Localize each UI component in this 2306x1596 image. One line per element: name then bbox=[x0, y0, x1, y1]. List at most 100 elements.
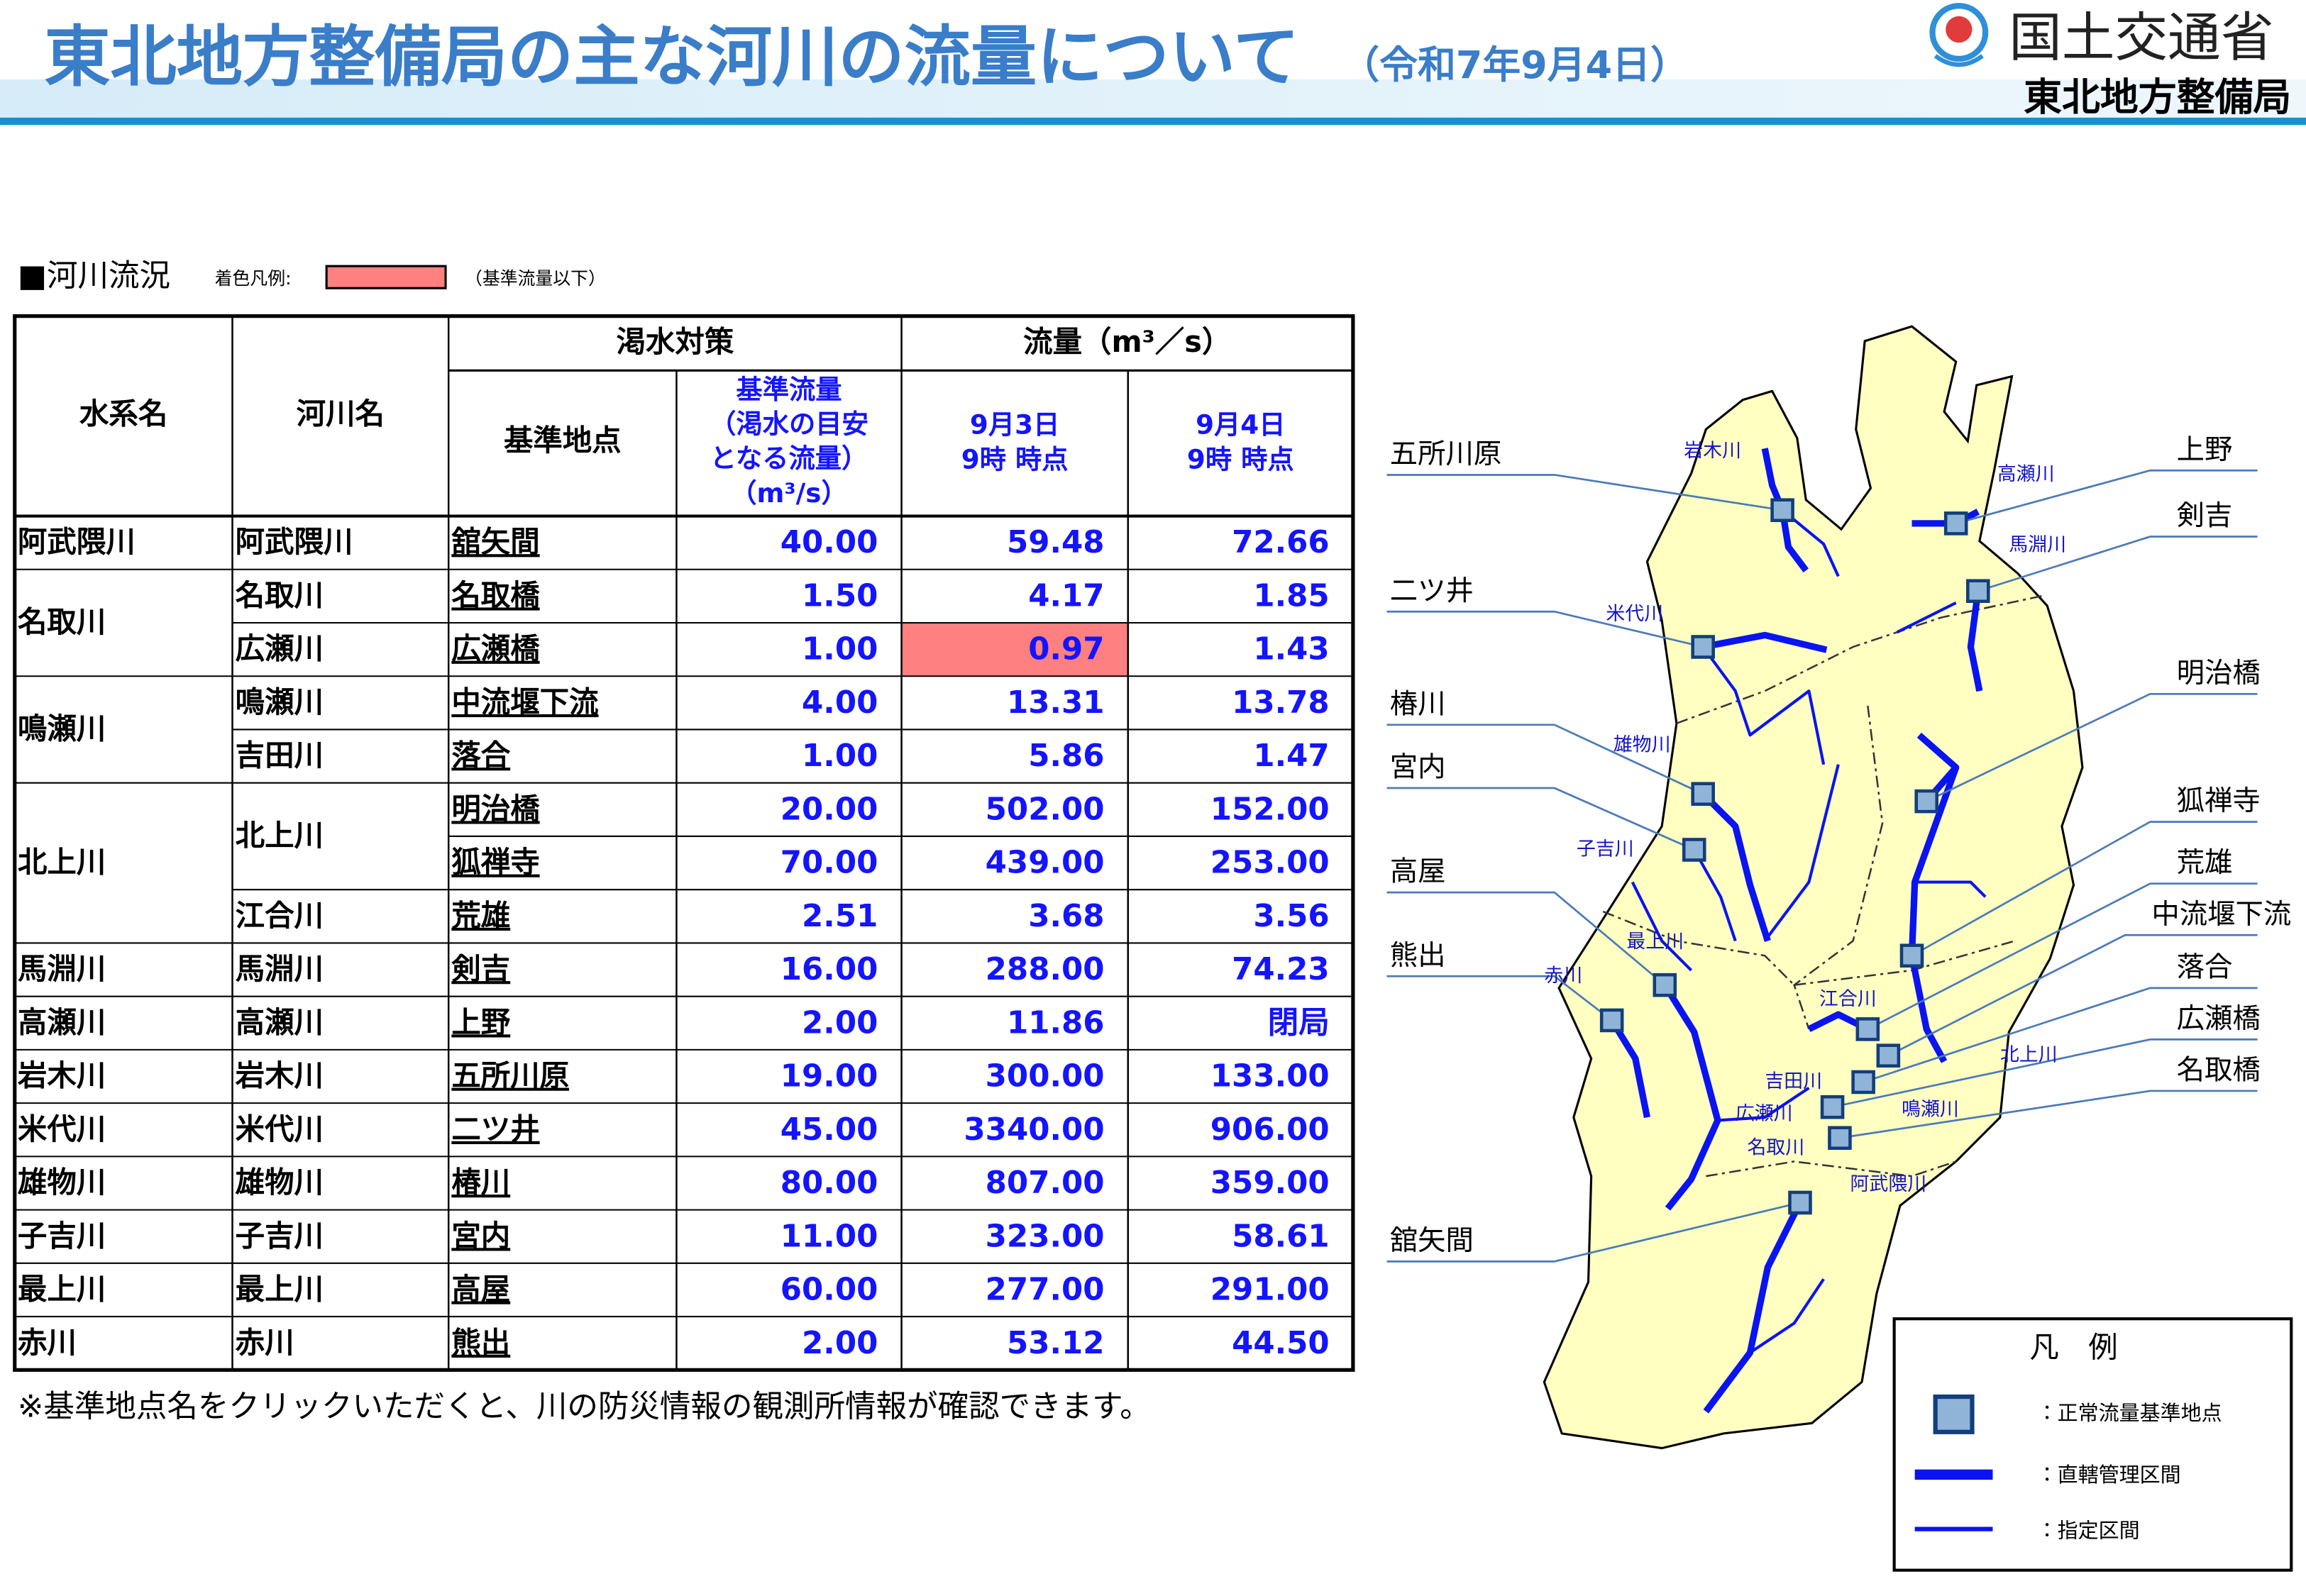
point-link[interactable]: 剣吉 bbox=[451, 952, 510, 986]
value-cell: 閉局 bbox=[1268, 1005, 1330, 1041]
value-cell: 11.86 bbox=[1007, 1005, 1105, 1041]
river-cell: 馬淵川 bbox=[236, 952, 324, 986]
river-label: 赤川 bbox=[1544, 965, 1582, 987]
callout-line bbox=[1955, 469, 2258, 525]
station-label: 名取橋 bbox=[2177, 1053, 2261, 1086]
point-link[interactable]: 熊出 bbox=[451, 1326, 510, 1360]
river-cell: 広瀬川 bbox=[236, 632, 324, 666]
station-label: 明治橋 bbox=[2177, 657, 2261, 689]
value-cell: 1.47 bbox=[1253, 738, 1329, 774]
point-link[interactable]: 椿川 bbox=[451, 1165, 510, 1199]
callout-line bbox=[1839, 1090, 2258, 1139]
value-cell: 253.00 bbox=[1210, 846, 1330, 881]
river-cell: 高瀬川 bbox=[236, 1005, 324, 1039]
value-cell: 323.00 bbox=[986, 1219, 1105, 1254]
callout-line bbox=[1977, 536, 2258, 592]
system-cell: 雄物川 bbox=[17, 1165, 106, 1199]
point-link[interactable]: 名取橋 bbox=[451, 578, 540, 612]
value-cell: 288.00 bbox=[986, 952, 1105, 987]
value-cell: 291.00 bbox=[1210, 1273, 1330, 1308]
point-link[interactable]: 広瀬橋 bbox=[451, 632, 540, 666]
station-marker bbox=[1599, 1008, 1624, 1033]
point-link[interactable]: 上野 bbox=[451, 1005, 510, 1039]
logo-text: 国土交通省 bbox=[2009, 7, 2273, 69]
system-cell: 鳴瀬川 bbox=[18, 712, 106, 746]
system-cell: 赤川 bbox=[18, 1326, 77, 1360]
header-cell: 9時 時点 bbox=[1187, 443, 1294, 475]
river-cell: 赤川 bbox=[236, 1326, 294, 1360]
highlight-cell bbox=[901, 622, 1128, 677]
value-cell: 277.00 bbox=[986, 1273, 1105, 1308]
value-cell: 1.85 bbox=[1253, 578, 1329, 614]
station-label: 高屋 bbox=[1390, 855, 1446, 888]
station-label: 椿川 bbox=[1390, 687, 1446, 720]
station-marker bbox=[1914, 789, 1939, 814]
page-date: （令和7年9月4日） bbox=[1341, 43, 1689, 87]
callout-line bbox=[1386, 724, 1704, 795]
station-marker bbox=[1820, 1095, 1845, 1119]
river-label: 米代川 bbox=[1606, 603, 1663, 625]
header-cell: 渇水対策 bbox=[617, 325, 734, 359]
point-link[interactable]: 落合 bbox=[451, 738, 510, 772]
river-cell: 雄物川 bbox=[235, 1165, 324, 1199]
header-cell: 河川名 bbox=[297, 397, 385, 431]
value-cell: 3.68 bbox=[1028, 899, 1104, 934]
river-label: 馬淵川 bbox=[2009, 533, 2066, 555]
office-name: 東北地方整備局 bbox=[2024, 75, 2291, 120]
point-link[interactable]: 高屋 bbox=[451, 1273, 510, 1307]
point-link[interactable]: 明治橋 bbox=[451, 792, 540, 826]
point-link[interactable]: 中流堰下流 bbox=[451, 685, 598, 719]
system-cell: 阿武隈川 bbox=[18, 525, 136, 559]
value-cell: 60.00 bbox=[780, 1273, 878, 1308]
system-cell: 馬淵川 bbox=[18, 952, 106, 986]
value-cell: 11.00 bbox=[780, 1219, 878, 1254]
table-note: ※基準地点名をクリックいただくと、川の防災情報の観測所情報が確認できます。 bbox=[18, 1390, 1151, 1425]
river-cell: 鳴瀬川 bbox=[236, 685, 324, 719]
river-label: 高瀬川 bbox=[1997, 463, 2055, 485]
value-cell: 44.50 bbox=[1232, 1326, 1330, 1361]
station-marker bbox=[1770, 498, 1794, 523]
point-link[interactable]: 舘矢間 bbox=[451, 525, 539, 559]
callout-line bbox=[1386, 787, 1695, 851]
value-cell: 133.00 bbox=[1210, 1059, 1330, 1095]
header-cell: 9月3日 bbox=[970, 409, 1060, 440]
value-cell: 439.00 bbox=[986, 846, 1105, 881]
callout-line bbox=[1867, 882, 2258, 1031]
river-cell: 米代川 bbox=[236, 1112, 324, 1146]
river-cell: 北上川 bbox=[236, 819, 324, 853]
value-cell: 152.00 bbox=[1210, 792, 1330, 827]
system-cell: 北上川 bbox=[18, 846, 106, 880]
callout-line bbox=[1386, 891, 1666, 986]
value-cell: 13.31 bbox=[1007, 685, 1105, 721]
point-link[interactable]: 狐禅寺 bbox=[451, 846, 539, 880]
value-cell: 20.00 bbox=[780, 792, 878, 827]
point-link[interactable]: 宮内 bbox=[451, 1219, 510, 1253]
callout-line bbox=[1386, 474, 1783, 511]
value-cell: 1.43 bbox=[1253, 632, 1329, 667]
value-cell: 4.00 bbox=[802, 685, 878, 721]
station-marker bbox=[1876, 1043, 1901, 1068]
value-cell: 2.51 bbox=[802, 899, 878, 934]
header-cell: 9月4日 bbox=[1196, 409, 1286, 440]
river-label: 岩木川 bbox=[1684, 440, 1741, 462]
value-cell: 300.00 bbox=[986, 1059, 1105, 1095]
header-cell: （渇水の目安 bbox=[710, 409, 868, 440]
point-link[interactable]: 二ツ井 bbox=[451, 1112, 539, 1146]
river-label: 江合川 bbox=[1819, 988, 1877, 1010]
station-marker bbox=[1682, 838, 1706, 862]
map-outline bbox=[1543, 325, 2084, 1450]
station-marker bbox=[1691, 635, 1715, 659]
system-cell: 高瀬川 bbox=[18, 1005, 106, 1039]
page-title: 東北地方整備局の主な河川の流量について bbox=[44, 18, 1299, 95]
value-cell: 72.66 bbox=[1232, 525, 1330, 560]
point-link[interactable]: 荒雄 bbox=[451, 899, 510, 933]
river-cell: 岩木川 bbox=[236, 1059, 324, 1093]
river-label: 子吉川 bbox=[1577, 838, 1634, 860]
logo-mark bbox=[1929, 3, 1989, 67]
legend-swatch bbox=[325, 265, 447, 289]
value-cell: 1.00 bbox=[802, 738, 878, 774]
legend-item: ：正常流量基準地点 bbox=[2037, 1401, 2222, 1425]
point-link[interactable]: 五所川原 bbox=[451, 1059, 569, 1093]
station-marker bbox=[1653, 972, 1677, 997]
